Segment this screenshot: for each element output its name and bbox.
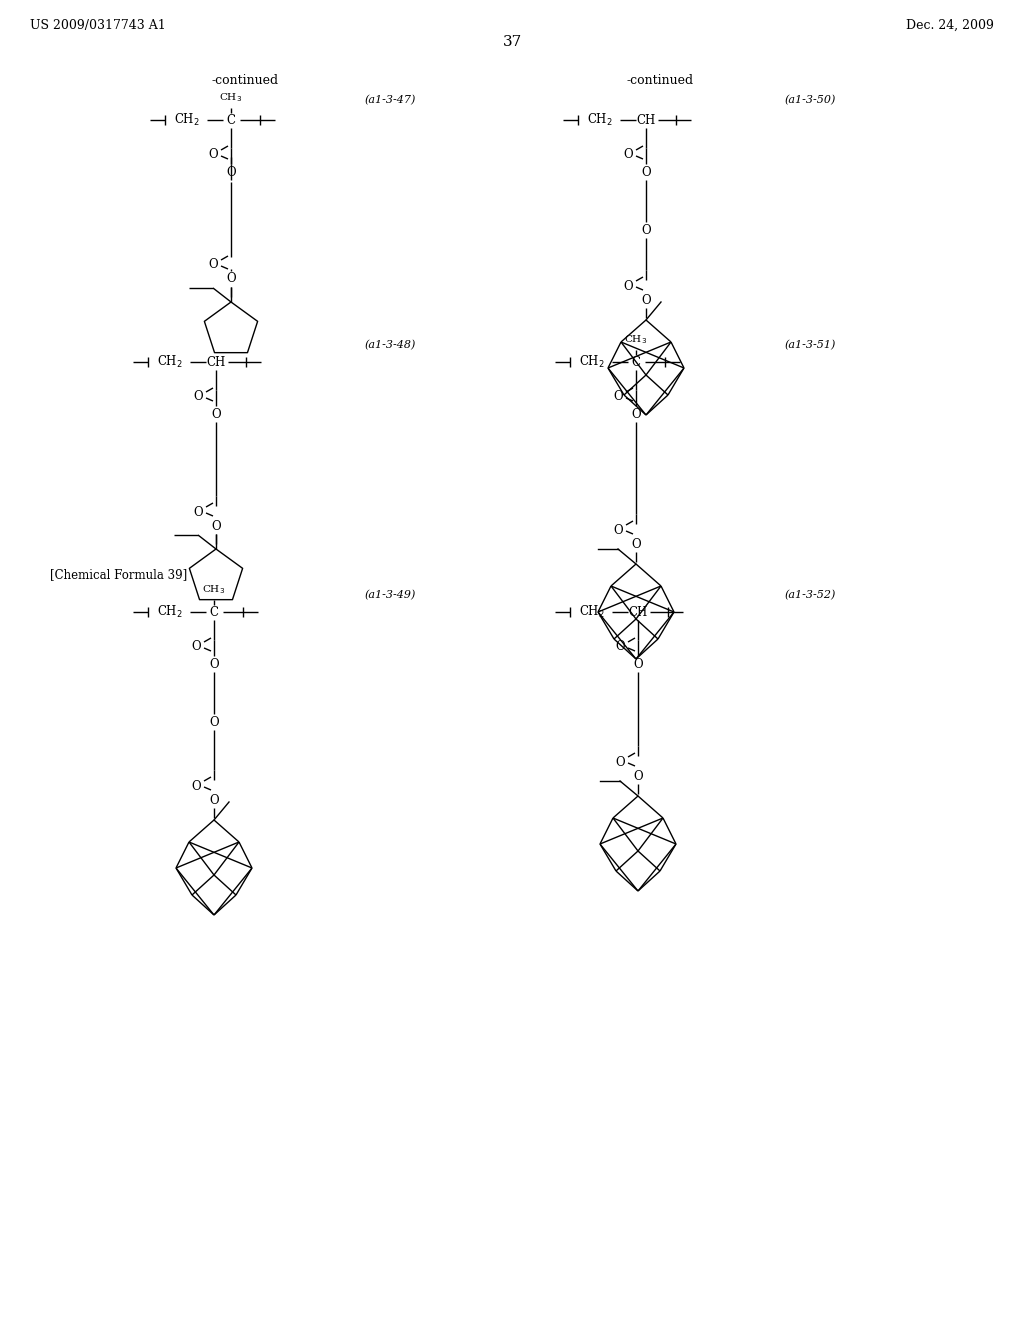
Text: CH$_2$: CH$_2$: [157, 354, 183, 370]
Text: US 2009/0317743 A1: US 2009/0317743 A1: [30, 18, 166, 32]
Text: O: O: [613, 391, 623, 404]
Text: O: O: [194, 506, 203, 519]
Text: O: O: [226, 272, 236, 285]
Text: CH$_3$: CH$_3$: [203, 583, 225, 597]
Text: O: O: [641, 165, 651, 178]
Text: O: O: [208, 149, 218, 161]
Text: (a1-3-48): (a1-3-48): [365, 339, 416, 350]
Text: [Chemical Formula 39]: [Chemical Formula 39]: [50, 569, 187, 582]
Text: O: O: [226, 165, 236, 178]
Text: O: O: [194, 391, 203, 404]
Text: CH: CH: [636, 114, 655, 127]
Text: O: O: [631, 408, 641, 421]
Text: O: O: [631, 537, 641, 550]
Text: O: O: [633, 770, 643, 783]
Text: O: O: [615, 640, 625, 653]
Text: CH: CH: [207, 355, 225, 368]
Text: O: O: [211, 520, 221, 532]
Text: -continued: -continued: [211, 74, 279, 87]
Text: O: O: [615, 755, 625, 768]
Text: O: O: [209, 657, 219, 671]
Text: (a1-3-52): (a1-3-52): [784, 590, 836, 601]
Text: (a1-3-49): (a1-3-49): [365, 590, 416, 601]
Text: C: C: [632, 355, 640, 368]
Text: CH$_3$: CH$_3$: [625, 334, 647, 346]
Text: O: O: [209, 793, 219, 807]
Text: O: O: [633, 657, 643, 671]
Text: C: C: [226, 114, 236, 127]
Text: C: C: [210, 606, 218, 619]
Text: O: O: [191, 640, 201, 653]
Text: O: O: [624, 280, 633, 293]
Text: 37: 37: [503, 36, 521, 49]
Text: (a1-3-50): (a1-3-50): [784, 95, 836, 106]
Text: CH$_2$: CH$_2$: [174, 112, 200, 128]
Text: CH$_2$: CH$_2$: [580, 354, 605, 370]
Text: (a1-3-51): (a1-3-51): [784, 339, 836, 350]
Text: -continued: -continued: [627, 74, 693, 87]
Text: O: O: [624, 149, 633, 161]
Text: CH$_3$: CH$_3$: [219, 91, 243, 104]
Text: (a1-3-47): (a1-3-47): [365, 95, 416, 106]
Text: O: O: [613, 524, 623, 536]
Text: CH$_2$: CH$_2$: [587, 112, 613, 128]
Text: O: O: [191, 780, 201, 792]
Text: CH$_2$: CH$_2$: [157, 605, 183, 620]
Text: CH: CH: [629, 606, 647, 619]
Text: O: O: [641, 293, 651, 306]
Text: Dec. 24, 2009: Dec. 24, 2009: [906, 18, 994, 32]
Text: O: O: [211, 408, 221, 421]
Text: CH$_2$: CH$_2$: [580, 605, 605, 620]
Text: O: O: [641, 223, 651, 236]
Text: O: O: [208, 259, 218, 272]
Text: O: O: [209, 715, 219, 729]
